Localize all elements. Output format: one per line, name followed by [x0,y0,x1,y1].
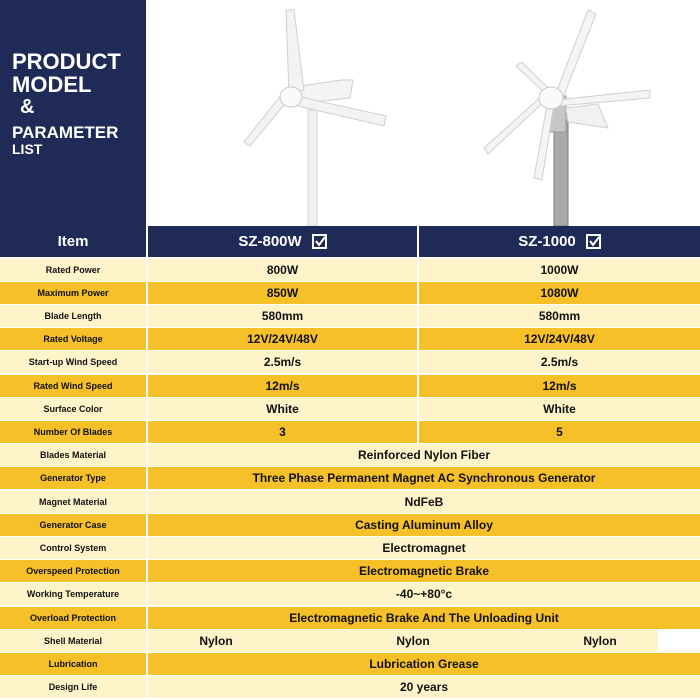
row-label: Generator Type [0,467,146,489]
row-label: Lubrication [0,653,146,675]
cell-model2: 12V/24V/48V [419,328,700,350]
cell-shell-3: Nylon [542,630,658,652]
cell-model1: 3 [148,421,417,443]
table-row: Number Of Blades 3 5 [0,421,700,443]
table-row: Lubrication Lubrication Grease [0,653,700,675]
row-label: Blades Material [0,444,146,466]
title-line-ampersand: & [20,96,35,118]
table-row: Working Temperature -40~+80°c [0,583,700,605]
cell-model1: 2.5m/s [148,351,417,373]
row-label: Start-up Wind Speed [0,351,146,373]
table-row: Shell Material Nylon Nylon Nylon [0,630,700,652]
cell-model1: 12V/24V/48V [148,328,417,350]
row-label: Rated Wind Speed [0,375,146,397]
cell-merged: Three Phase Permanent Magnet AC Synchron… [148,467,700,489]
cell-merged: Reinforced Nylon Fiber [148,444,700,466]
row-label: Rated Power [0,259,146,281]
table-row: Rated Power 800W 1000W [0,259,700,281]
title-line-product: PRODUCT [12,49,121,74]
table-row: Generator Case Casting Aluminum Alloy [0,514,700,536]
turbine-1000-image [418,0,700,226]
row-label: Overload Protection [0,607,146,629]
table-row: Design Life 20 years [0,676,700,698]
turbine-800w-image [146,0,418,226]
cell-model2: 1000W [419,259,700,281]
header-model-sz1000: SZ-1000 [419,226,700,257]
cell-model1: 12m/s [148,375,417,397]
cell-model2: 2.5m/s [419,351,700,373]
cell-merged: Electromagnetic Brake [148,560,700,582]
title-line-model: MODEL [12,72,92,97]
cell-merged: 20 years [148,676,700,698]
header-model-sz800w: SZ-800W [148,226,417,257]
table-row: Blades Material Reinforced Nylon Fiber [0,444,700,466]
checkbox-checked-icon [585,234,601,249]
header-model1-label: SZ-800W [238,233,302,250]
row-label: Control System [0,537,146,559]
cell-merged: Electromagnet [148,537,700,559]
table-row: Rated Wind Speed 12m/s 12m/s [0,375,700,397]
row-label: Generator Case [0,514,146,536]
row-label: Blade Length [0,305,146,327]
cell-model1: 580mm [148,305,417,327]
cell-model1: 850W [148,282,417,304]
checkbox-checked-icon [311,234,327,249]
cell-model2: 1080W [419,282,700,304]
title-line-list: LIST [12,141,43,157]
cell-model2: 12m/s [419,375,700,397]
cell-merged: Lubrication Grease [148,653,700,675]
table-row: Overspeed Protection Electromagnetic Bra… [0,560,700,582]
header-item: Item [0,226,146,257]
row-label: Magnet Material [0,491,146,513]
cell-model2: 5 [419,421,700,443]
row-label: Surface Color [0,398,146,420]
table-row: Generator Type Three Phase Permanent Mag… [0,467,700,489]
row-label: Number Of Blades [0,421,146,443]
cell-merged: -40~+80°c [148,583,700,605]
table-row: Magnet Material NdFeB [0,491,700,513]
table-row: Overload Protection Electromagnetic Brak… [0,607,700,629]
cell-model2: White [419,398,700,420]
cell-shell-1: Nylon [148,630,284,652]
title-line-parameter: PARAMETER [12,123,119,142]
title-panel: PRODUCT MODEL & PARAMETER LIST [0,0,146,226]
header-model2-label: SZ-1000 [518,233,576,250]
cell-merged: NdFeB [148,491,700,513]
row-label: Maximum Power [0,282,146,304]
row-label: Overspeed Protection [0,560,146,582]
table-row: Blade Length 580mm 580mm [0,305,700,327]
cell-shell-2: Nylon [284,630,542,652]
cell-model1: White [148,398,417,420]
table-row: Rated Voltage 12V/24V/48V 12V/24V/48V [0,328,700,350]
cell-model2: 580mm [419,305,700,327]
row-label: Rated Voltage [0,328,146,350]
cell-merged: Electromagnetic Brake And The Unloading … [148,607,700,629]
row-label: Design Life [0,676,146,698]
table-row: Surface Color White White [0,398,700,420]
row-label: Working Temperature [0,583,146,605]
row-label: Shell Material [0,630,146,652]
table-row: Start-up Wind Speed 2.5m/s 2.5m/s [0,351,700,373]
cell-merged: Casting Aluminum Alloy [148,514,700,536]
table-row: Control System Electromagnet [0,537,700,559]
cell-model1: 800W [148,259,417,281]
table-row: Maximum Power 850W 1080W [0,282,700,304]
